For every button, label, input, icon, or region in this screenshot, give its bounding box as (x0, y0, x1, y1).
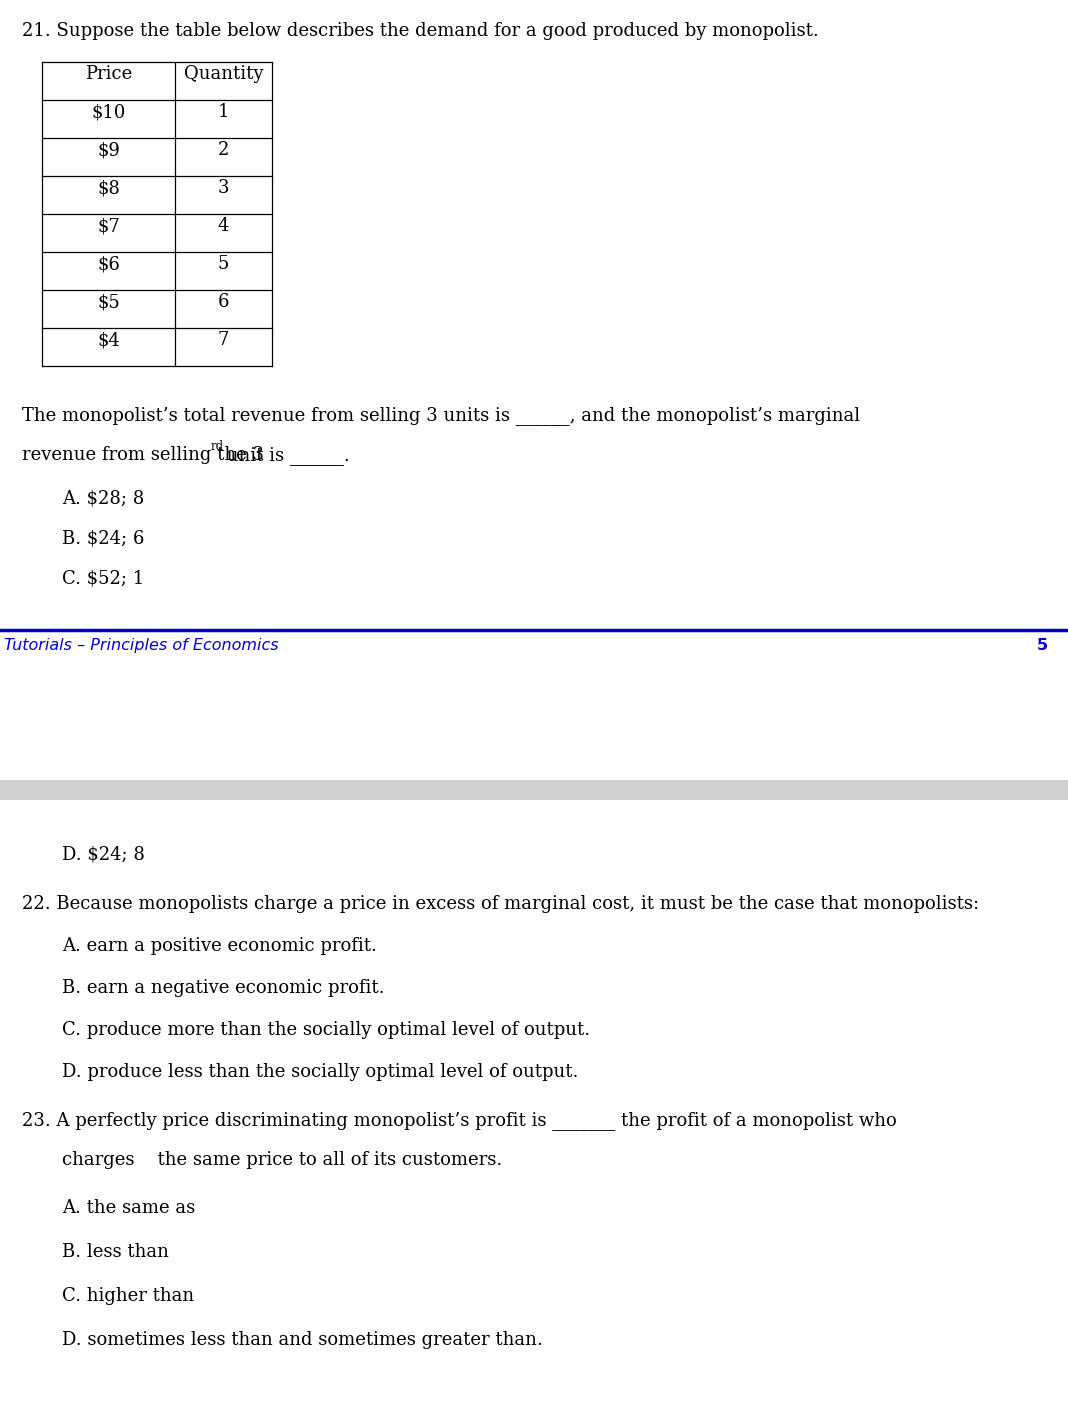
Text: revenue from selling the 3: revenue from selling the 3 (22, 446, 264, 463)
Text: $9: $9 (97, 140, 120, 159)
Text: B. $24; 6: B. $24; 6 (62, 529, 144, 548)
Text: A. earn a positive economic profit.: A. earn a positive economic profit. (62, 936, 377, 955)
Text: 6: 6 (218, 293, 230, 312)
Text: 21. Suppose the table below describes the demand for a good produced by monopoli: 21. Suppose the table below describes th… (22, 22, 819, 39)
Text: $8: $8 (97, 178, 120, 197)
Text: 5: 5 (218, 256, 230, 272)
Text: 7: 7 (218, 331, 230, 350)
Text: 22. Because monopolists charge a price in excess of marginal cost, it must be th: 22. Because monopolists charge a price i… (22, 894, 979, 913)
Text: unit is ______.: unit is ______. (221, 446, 349, 465)
Text: $4: $4 (97, 331, 120, 350)
Text: B. less than: B. less than (62, 1243, 169, 1261)
Text: 2: 2 (218, 140, 230, 159)
Text: $7: $7 (97, 218, 120, 234)
Text: $10: $10 (91, 102, 126, 121)
Text: B. earn a negative economic profit.: B. earn a negative economic profit. (62, 979, 384, 997)
Text: C. $52; 1: C. $52; 1 (62, 570, 144, 588)
Text: A. $28; 8: A. $28; 8 (62, 490, 144, 508)
Text: D. sometimes less than and sometimes greater than.: D. sometimes less than and sometimes gre… (62, 1331, 543, 1349)
Text: Quantity: Quantity (184, 65, 263, 83)
Text: D. produce less than the socially optimal level of output.: D. produce less than the socially optima… (62, 1063, 579, 1081)
Text: 4: 4 (218, 218, 230, 234)
Bar (0, 781, 1068, 800)
Text: Tutorials – Principles of Economics: Tutorials – Principles of Economics (4, 637, 279, 653)
Text: rd: rd (210, 439, 223, 453)
Text: The monopolist’s total revenue from selling 3 units is ______, and the monopolis: The monopolist’s total revenue from sell… (22, 406, 860, 425)
Text: 23. A perfectly price discriminating monopolist’s profit is _______ the profit o: 23. A perfectly price discriminating mon… (22, 1111, 897, 1130)
Text: $6: $6 (97, 256, 120, 272)
Text: $5: $5 (97, 293, 120, 312)
Text: C. higher than: C. higher than (62, 1287, 194, 1304)
Text: 5: 5 (1037, 637, 1048, 653)
Text: D. $24; 8: D. $24; 8 (62, 845, 145, 863)
Text: A. the same as: A. the same as (62, 1199, 195, 1217)
Text: 1: 1 (218, 102, 230, 121)
Text: 3: 3 (218, 178, 230, 197)
Text: Price: Price (84, 65, 132, 83)
Text: C. produce more than the socially optimal level of output.: C. produce more than the socially optima… (62, 1021, 591, 1039)
Text: charges    the same price to all of its customers.: charges the same price to all of its cus… (62, 1151, 502, 1170)
